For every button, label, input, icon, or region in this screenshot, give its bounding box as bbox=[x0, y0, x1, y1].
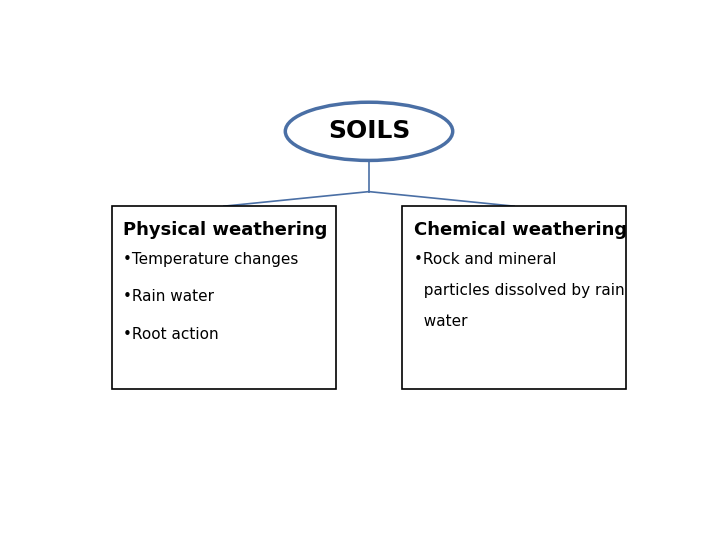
Text: •Root action: •Root action bbox=[124, 327, 219, 342]
Ellipse shape bbox=[285, 102, 453, 160]
FancyBboxPatch shape bbox=[402, 206, 626, 389]
Text: water: water bbox=[414, 314, 467, 329]
Text: Physical weathering: Physical weathering bbox=[124, 221, 328, 239]
Text: •Rain water: •Rain water bbox=[124, 289, 215, 305]
Text: SOILS: SOILS bbox=[328, 119, 410, 143]
Text: particles dissolved by rain: particles dissolved by rain bbox=[414, 283, 624, 298]
Text: •Temperature changes: •Temperature changes bbox=[124, 252, 299, 267]
Text: •Rock and mineral: •Rock and mineral bbox=[414, 252, 556, 267]
Text: Chemical weathering: Chemical weathering bbox=[414, 221, 627, 239]
FancyBboxPatch shape bbox=[112, 206, 336, 389]
